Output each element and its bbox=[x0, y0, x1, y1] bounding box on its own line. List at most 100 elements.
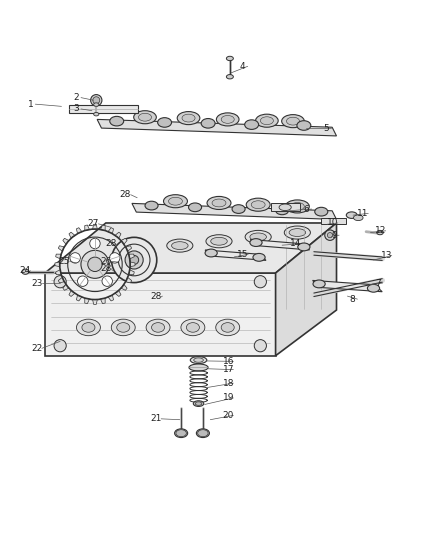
Polygon shape bbox=[58, 278, 64, 283]
Ellipse shape bbox=[177, 111, 200, 125]
Polygon shape bbox=[58, 246, 64, 251]
Polygon shape bbox=[45, 223, 336, 273]
Ellipse shape bbox=[158, 118, 172, 127]
Polygon shape bbox=[205, 250, 266, 261]
Ellipse shape bbox=[127, 244, 154, 256]
Text: 21: 21 bbox=[150, 414, 162, 423]
Polygon shape bbox=[321, 218, 346, 224]
Ellipse shape bbox=[176, 430, 186, 437]
Text: 10: 10 bbox=[327, 219, 339, 228]
Ellipse shape bbox=[367, 284, 380, 292]
Ellipse shape bbox=[201, 118, 215, 128]
Text: 25: 25 bbox=[59, 257, 70, 266]
Polygon shape bbox=[92, 300, 97, 304]
Ellipse shape bbox=[216, 319, 240, 336]
Text: 26: 26 bbox=[101, 257, 112, 266]
Polygon shape bbox=[69, 290, 75, 296]
Ellipse shape bbox=[196, 429, 209, 438]
Polygon shape bbox=[56, 254, 61, 259]
Ellipse shape bbox=[298, 243, 310, 251]
Circle shape bbox=[81, 251, 109, 278]
Ellipse shape bbox=[250, 239, 262, 246]
Polygon shape bbox=[108, 228, 113, 233]
Circle shape bbox=[70, 253, 80, 263]
Text: 7: 7 bbox=[375, 279, 381, 287]
Polygon shape bbox=[276, 223, 336, 356]
Ellipse shape bbox=[146, 319, 170, 336]
Ellipse shape bbox=[77, 319, 100, 336]
Ellipse shape bbox=[226, 75, 233, 79]
Ellipse shape bbox=[212, 199, 226, 207]
Text: 5: 5 bbox=[323, 124, 329, 133]
Text: 20: 20 bbox=[223, 411, 234, 420]
Ellipse shape bbox=[245, 120, 258, 130]
Ellipse shape bbox=[190, 357, 207, 364]
Ellipse shape bbox=[195, 402, 202, 405]
Ellipse shape bbox=[211, 237, 227, 245]
Ellipse shape bbox=[216, 113, 239, 126]
Polygon shape bbox=[126, 278, 131, 283]
Ellipse shape bbox=[221, 322, 234, 332]
Polygon shape bbox=[85, 298, 89, 304]
Ellipse shape bbox=[117, 322, 130, 332]
Ellipse shape bbox=[167, 239, 193, 252]
Ellipse shape bbox=[145, 201, 158, 210]
Ellipse shape bbox=[377, 230, 383, 235]
Ellipse shape bbox=[284, 226, 311, 239]
Ellipse shape bbox=[286, 117, 300, 125]
Text: 19: 19 bbox=[223, 393, 234, 402]
Circle shape bbox=[254, 276, 266, 288]
Text: 6: 6 bbox=[304, 205, 310, 214]
Ellipse shape bbox=[132, 246, 149, 254]
Circle shape bbox=[110, 253, 120, 263]
Circle shape bbox=[54, 340, 66, 352]
Polygon shape bbox=[76, 228, 82, 233]
Polygon shape bbox=[85, 225, 89, 231]
Text: 4: 4 bbox=[240, 62, 246, 71]
Polygon shape bbox=[129, 270, 134, 274]
Circle shape bbox=[327, 232, 332, 238]
Polygon shape bbox=[63, 238, 69, 244]
Ellipse shape bbox=[172, 241, 188, 249]
Text: 22: 22 bbox=[31, 344, 42, 353]
Circle shape bbox=[54, 276, 66, 288]
Text: 17: 17 bbox=[223, 365, 234, 374]
Circle shape bbox=[91, 94, 102, 106]
Ellipse shape bbox=[22, 269, 29, 274]
Polygon shape bbox=[76, 295, 82, 301]
Ellipse shape bbox=[82, 322, 95, 332]
Ellipse shape bbox=[207, 197, 231, 209]
Polygon shape bbox=[100, 225, 105, 231]
Text: 14: 14 bbox=[290, 239, 301, 248]
Ellipse shape bbox=[282, 115, 304, 128]
Text: 28: 28 bbox=[120, 190, 131, 199]
Ellipse shape bbox=[111, 319, 135, 336]
Ellipse shape bbox=[290, 203, 304, 211]
Polygon shape bbox=[56, 270, 61, 274]
Polygon shape bbox=[45, 273, 276, 356]
Ellipse shape bbox=[279, 204, 291, 211]
Ellipse shape bbox=[297, 120, 311, 130]
Ellipse shape bbox=[194, 358, 203, 362]
Ellipse shape bbox=[245, 230, 271, 244]
Polygon shape bbox=[313, 280, 382, 292]
Ellipse shape bbox=[289, 229, 306, 237]
Circle shape bbox=[325, 230, 335, 240]
Text: 3: 3 bbox=[73, 104, 79, 114]
Circle shape bbox=[254, 340, 266, 352]
Text: 2: 2 bbox=[73, 93, 79, 102]
Polygon shape bbox=[126, 246, 131, 251]
Circle shape bbox=[102, 276, 113, 286]
Text: 23: 23 bbox=[31, 279, 42, 287]
Ellipse shape bbox=[250, 233, 266, 241]
Ellipse shape bbox=[253, 254, 265, 261]
Ellipse shape bbox=[181, 319, 205, 336]
Ellipse shape bbox=[260, 117, 273, 125]
Circle shape bbox=[125, 251, 143, 269]
Text: 28: 28 bbox=[150, 293, 162, 302]
Polygon shape bbox=[129, 254, 134, 259]
Text: 16: 16 bbox=[223, 357, 234, 366]
Ellipse shape bbox=[163, 195, 187, 208]
Ellipse shape bbox=[255, 114, 278, 127]
Ellipse shape bbox=[205, 249, 217, 257]
